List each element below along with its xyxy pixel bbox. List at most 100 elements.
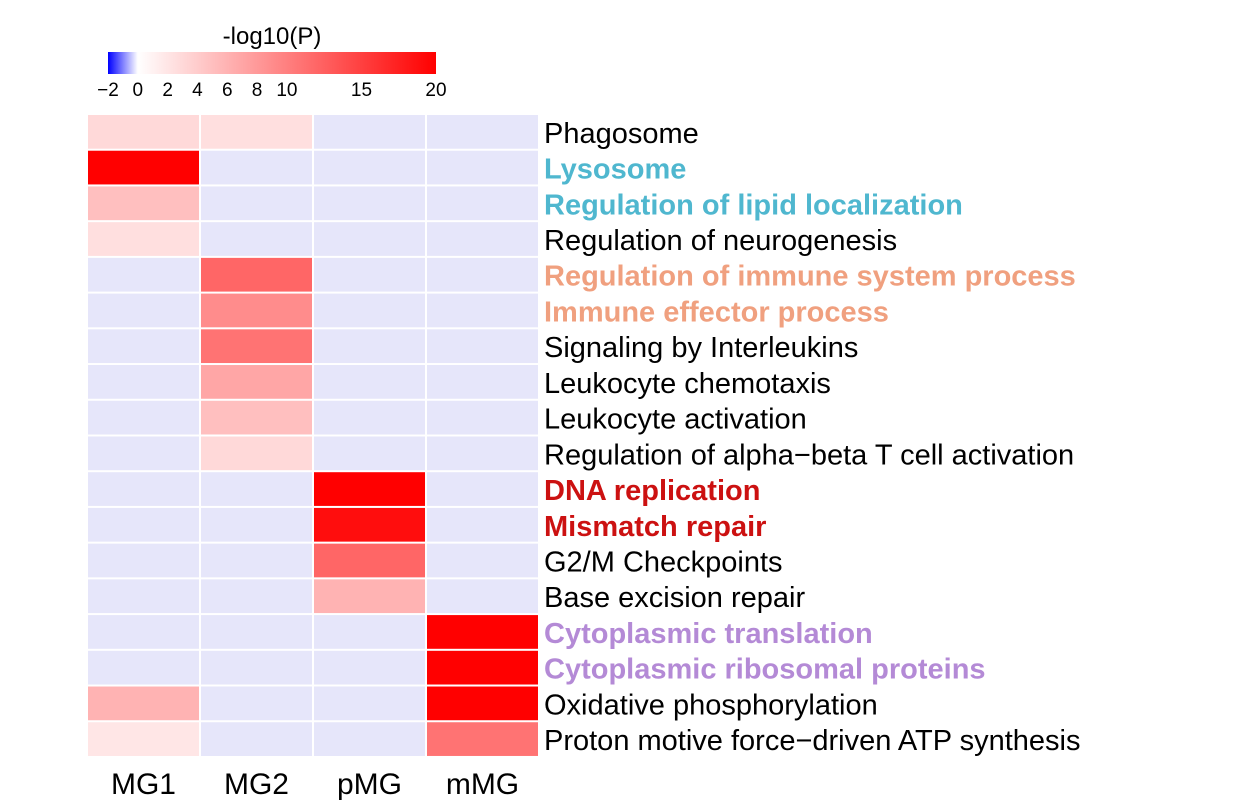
- colorbar-title: -log10(P): [223, 23, 322, 50]
- heatmap-cell: [201, 257, 312, 292]
- colorbar-tick-label: 10: [276, 80, 297, 101]
- heatmap-cell: [427, 400, 538, 435]
- row-label: Regulation of lipid localization: [544, 189, 963, 221]
- row-label: G2/M Checkpoints: [544, 547, 783, 579]
- heatmap-cell: [201, 329, 312, 364]
- heatmap-cell: [88, 650, 199, 685]
- heatmap-cell: [314, 186, 425, 221]
- heatmap-cell: [201, 150, 312, 185]
- heatmap-cell: [314, 507, 425, 542]
- row-label: Regulation of neurogenesis: [544, 225, 897, 257]
- heatmap-cell: [201, 722, 312, 756]
- heatmap-cell: [201, 507, 312, 542]
- heatmap-cell: [314, 579, 425, 614]
- heatmap-cell: [427, 507, 538, 542]
- column-label: mMG: [446, 768, 519, 801]
- heatmap-cell: [201, 293, 312, 328]
- colorbar-tick-label: 6: [222, 80, 233, 101]
- heatmap-cell: [427, 150, 538, 185]
- colorbar-legend: -log10(P) −2 0 2 4 6 8 10 15 20: [97, 23, 446, 101]
- heatmap-cells: [88, 115, 538, 756]
- row-label: Lysosome: [544, 154, 686, 186]
- heatmap-cell: [201, 686, 312, 721]
- heatmap-cell: [88, 579, 199, 614]
- heatmap-cell: [314, 722, 425, 756]
- heatmap-cell: [201, 222, 312, 256]
- heatmap-cell: [201, 472, 312, 506]
- heatmap-cell: [88, 400, 199, 435]
- heatmap-cell: [314, 400, 425, 435]
- heatmap-cell: [201, 615, 312, 649]
- heatmap-cell: [427, 579, 538, 614]
- heatmap-cell: [88, 436, 199, 471]
- heatmap-cell: [88, 472, 199, 506]
- heatmap-cell: [427, 686, 538, 721]
- heatmap-cell: [88, 329, 199, 364]
- row-label: Oxidative phosphorylation: [544, 689, 878, 721]
- heatmap-cell: [201, 650, 312, 685]
- heatmap-cell: [314, 650, 425, 685]
- heatmap-cell: [427, 543, 538, 578]
- heatmap-cell: [314, 293, 425, 328]
- row-label: Leukocyte chemotaxis: [544, 368, 831, 400]
- heatmap-cell: [427, 615, 538, 649]
- heatmap-cell: [427, 222, 538, 256]
- heatmap-cell: [201, 436, 312, 471]
- row-label: Regulation of immune system process: [544, 261, 1076, 293]
- row-label: Base excision repair: [544, 582, 805, 614]
- heatmap-cell: [427, 186, 538, 221]
- heatmap-cell: [314, 686, 425, 721]
- heatmap-cell: [88, 186, 199, 221]
- colorbar-ticks: −2 0 2 4 6 8 10 15 20: [97, 80, 446, 101]
- heatmap-cell: [88, 257, 199, 292]
- colorbar-tick-label: 15: [351, 80, 372, 101]
- heatmap-cell: [88, 115, 199, 149]
- heatmap-cell: [88, 615, 199, 649]
- colorbar-tick-label: −2: [97, 80, 119, 101]
- heatmap-cell: [88, 722, 199, 756]
- colorbar-gradient: [108, 52, 436, 74]
- heatmap-cell: [201, 400, 312, 435]
- heatmap-cell: [88, 365, 199, 399]
- heatmap-cell: [427, 115, 538, 149]
- heatmap-cell: [427, 472, 538, 506]
- row-label: DNA replication: [544, 475, 760, 507]
- heatmap-cell: [88, 543, 199, 578]
- row-label: Mismatch repair: [544, 511, 766, 543]
- heatmap-cell: [314, 436, 425, 471]
- column-labels: MG1 MG2 pMG mMG: [111, 768, 519, 801]
- row-label: Immune effector process: [544, 296, 889, 328]
- row-label: Leukocyte activation: [544, 404, 807, 436]
- heatmap-cell: [427, 329, 538, 364]
- heatmap-cell: [314, 115, 425, 149]
- heatmap-cell: [88, 293, 199, 328]
- heatmap-cell: [314, 329, 425, 364]
- heatmap-cell: [314, 222, 425, 256]
- heatmap-cell: [88, 507, 199, 542]
- row-label: Signaling by Interleukins: [544, 332, 858, 364]
- heatmap-cell: [314, 365, 425, 399]
- column-label: pMG: [337, 768, 402, 801]
- heatmap-cell: [201, 365, 312, 399]
- column-label: MG1: [111, 768, 176, 801]
- heatmap-cell: [427, 257, 538, 292]
- colorbar-tick-label: 2: [162, 80, 173, 101]
- heatmap-cell: [88, 686, 199, 721]
- column-label: MG2: [224, 768, 289, 801]
- row-label: Cytoplasmic translation: [544, 618, 873, 650]
- heatmap-cell: [427, 293, 538, 328]
- heatmap-cell: [201, 186, 312, 221]
- heatmap-cell: [314, 543, 425, 578]
- heatmap-cell: [201, 543, 312, 578]
- heatmap-cell: [314, 615, 425, 649]
- heatmap-cell: [88, 150, 199, 185]
- colorbar-tick-label: 20: [425, 80, 446, 101]
- heatmap-cell: [201, 579, 312, 614]
- heatmap-cell: [314, 257, 425, 292]
- colorbar-tick-label: 8: [252, 80, 263, 101]
- colorbar-tick-label: 4: [192, 80, 203, 101]
- colorbar-tick-label: 0: [133, 80, 144, 101]
- heatmap-cell: [314, 472, 425, 506]
